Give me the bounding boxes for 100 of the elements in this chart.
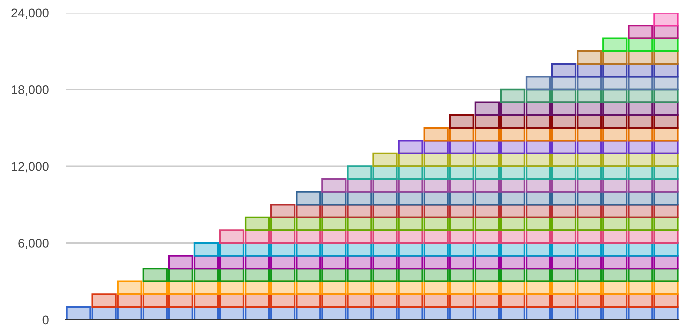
- bar: [500, 127, 526, 142]
- bar: [474, 268, 500, 282]
- bar: [551, 114, 577, 129]
- bar: [398, 216, 424, 232]
- bar: [424, 178, 449, 193]
- bar: [577, 127, 602, 142]
- bar: [602, 50, 628, 65]
- bar: [424, 242, 449, 257]
- bar: [474, 127, 500, 142]
- bar: [142, 268, 168, 282]
- bar: [322, 204, 347, 218]
- bar: [474, 242, 500, 257]
- bar: [551, 280, 577, 296]
- bar: [551, 127, 577, 142]
- bar: [526, 178, 552, 193]
- bar: [654, 242, 679, 257]
- bar: [398, 204, 424, 218]
- bar: [526, 114, 552, 129]
- bar: [474, 204, 500, 218]
- bar: [577, 204, 602, 218]
- bar: [322, 242, 347, 257]
- bar: [628, 280, 654, 296]
- bar: [654, 88, 679, 104]
- bar: [526, 216, 552, 232]
- bar: [474, 216, 500, 232]
- bar: [628, 178, 654, 193]
- bar: [551, 178, 577, 193]
- bar: [551, 242, 577, 257]
- y-tick-label: 24,000: [12, 8, 49, 20]
- bar: [449, 242, 474, 257]
- bar: [500, 114, 526, 129]
- bar: [474, 178, 500, 193]
- bar: [424, 216, 449, 232]
- bar: [474, 102, 500, 116]
- bar: [526, 268, 552, 282]
- bar: [500, 268, 526, 282]
- bar: [500, 280, 526, 296]
- bar: [347, 280, 372, 296]
- bar: [500, 178, 526, 193]
- bar: [424, 268, 449, 282]
- bar: [577, 88, 602, 104]
- bar: [628, 127, 654, 142]
- bar: [168, 280, 194, 296]
- bar: [602, 216, 628, 232]
- bar: [296, 280, 322, 296]
- bar: [372, 268, 398, 282]
- bar: [628, 204, 654, 218]
- bar: [194, 280, 220, 296]
- bar: [92, 294, 117, 308]
- bar: [654, 268, 679, 282]
- bar: [628, 114, 654, 129]
- bar: [449, 114, 474, 129]
- bar: [551, 63, 577, 78]
- bar: [142, 280, 168, 296]
- bar: [628, 88, 654, 104]
- y-tick-label: 6,000: [18, 239, 49, 250]
- bar: [654, 152, 679, 168]
- bar: [219, 242, 245, 257]
- bar: [322, 280, 347, 296]
- bar: [296, 242, 322, 257]
- y-tick-label: 0: [42, 316, 49, 325]
- bar: [526, 127, 552, 142]
- bar: [449, 216, 474, 232]
- bar: [372, 216, 398, 232]
- bar: [500, 216, 526, 232]
- bar: [602, 242, 628, 257]
- bar: [296, 268, 322, 282]
- bar: [526, 204, 552, 218]
- bar: [372, 242, 398, 257]
- bar: [654, 280, 679, 296]
- bar: [449, 280, 474, 296]
- bar: [654, 50, 679, 65]
- bar: [398, 268, 424, 282]
- bar: [654, 216, 679, 232]
- bar: [526, 280, 552, 296]
- bar: [602, 280, 628, 296]
- bar: [347, 242, 372, 257]
- bar: [577, 114, 602, 129]
- bar: [654, 204, 679, 218]
- bar: [628, 63, 654, 78]
- bar: [372, 152, 398, 168]
- bar: [270, 268, 296, 282]
- bar: [322, 178, 347, 193]
- bar: [449, 204, 474, 218]
- bar: [500, 204, 526, 218]
- bar: [602, 178, 628, 193]
- bar: [424, 280, 449, 296]
- bar: [628, 268, 654, 282]
- bar: [322, 268, 347, 282]
- bar: [398, 280, 424, 296]
- bar: [551, 204, 577, 218]
- bar: [347, 268, 372, 282]
- bar: [577, 280, 602, 296]
- bar: [398, 152, 424, 168]
- y-tick-label: 18,000: [12, 86, 49, 96]
- bar: [551, 88, 577, 104]
- bar: [602, 114, 628, 129]
- bar: [117, 280, 142, 296]
- bar: [654, 178, 679, 193]
- bar: [500, 88, 526, 104]
